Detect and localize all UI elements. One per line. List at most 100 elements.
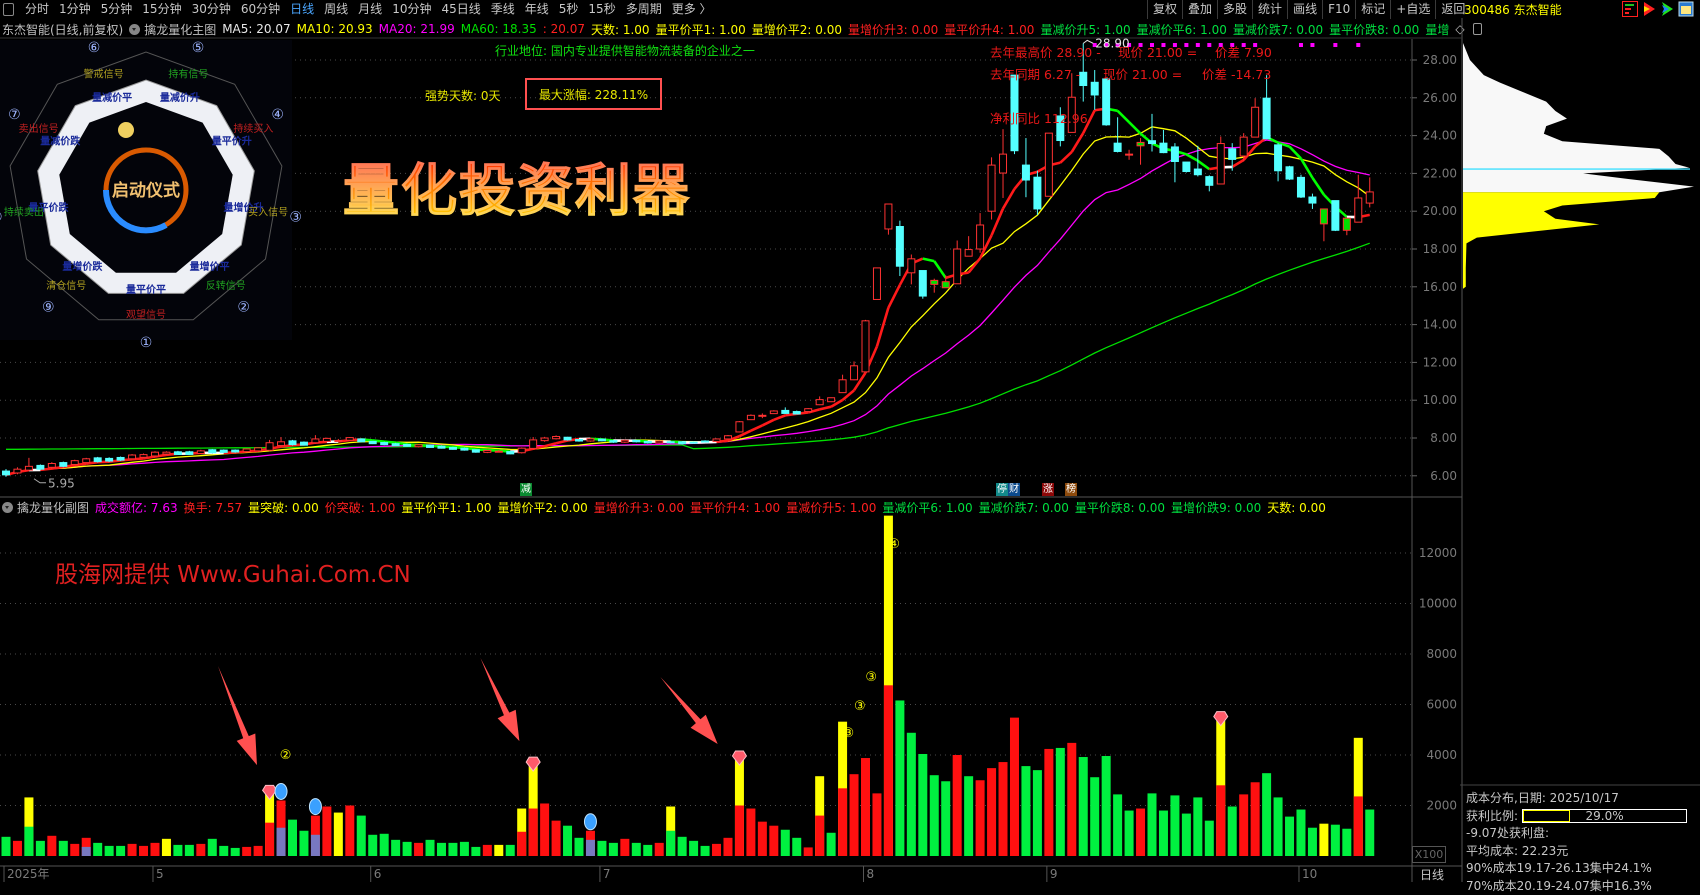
period-label[interactable]: 日线 <box>1420 866 1444 883</box>
avg-cost-text: 平均成本: 22.23元 <box>1466 843 1687 861</box>
volume-bar <box>872 793 881 856</box>
volume-bar <box>1296 810 1305 856</box>
candle-up <box>415 445 422 447</box>
event-tag[interactable]: 财 <box>1008 483 1020 496</box>
candle-up <box>25 466 32 470</box>
candle-up <box>14 469 21 473</box>
ma5-segment <box>992 209 1003 236</box>
candle-down <box>1034 177 1041 209</box>
volume-bar-lower <box>838 788 847 856</box>
ma5-segment <box>1118 111 1129 122</box>
candle-up <box>1366 192 1373 203</box>
volume-bar <box>242 847 251 856</box>
cost90-text: 90%成本19.17-26.13集中24.1% <box>1466 860 1687 878</box>
volume-tick-label: 6000 <box>1426 698 1457 712</box>
candle-down <box>702 441 709 442</box>
chip-distribution-profit <box>1463 192 1659 288</box>
volume-bar <box>1193 797 1202 856</box>
event-tag[interactable]: 涨 <box>1042 483 1054 496</box>
volume-bar <box>758 822 767 856</box>
logo-center-text: 启动仪式 <box>112 180 180 201</box>
volume-bar <box>1239 794 1248 856</box>
volume-bar <box>1067 743 1076 856</box>
ma5-segment <box>934 261 945 278</box>
net-profit-text: 净利同比 112.96 <box>990 108 1088 127</box>
ma5-segment <box>1060 152 1071 163</box>
candle-up <box>873 268 880 300</box>
price-tick-label: 28.00 <box>1423 53 1457 67</box>
signal-dot <box>1310 43 1314 47</box>
volume-bar <box>620 839 629 856</box>
volume-bar <box>93 843 102 856</box>
candle-up <box>965 250 972 257</box>
volume-bar <box>208 839 217 856</box>
candle-down <box>289 441 296 445</box>
volume-bar-lower <box>82 847 91 856</box>
price-tick-label: 14.00 <box>1423 318 1457 332</box>
volume-bar <box>781 830 790 856</box>
price-tick-label: 18.00 <box>1423 242 1457 256</box>
volume-bar <box>116 846 125 856</box>
candle-up <box>885 204 892 229</box>
candle-down <box>1080 72 1087 85</box>
event-tag[interactable]: 停 <box>996 483 1008 496</box>
volume-bar <box>987 768 996 856</box>
volume-bar <box>701 846 710 856</box>
volume-bar <box>1319 824 1328 856</box>
candle-up <box>656 441 663 443</box>
candle-down <box>610 441 617 443</box>
logo-number: ① <box>140 335 153 351</box>
volume-bar <box>1056 748 1065 856</box>
volume-bar <box>827 833 836 856</box>
logo-number: ⑥ <box>88 40 101 56</box>
event-tag[interactable]: 减 <box>520 483 532 496</box>
volume-bar <box>861 758 870 856</box>
price-tick-label: 26.00 <box>1423 91 1457 105</box>
event-tag[interactable]: 榜 <box>1065 483 1077 496</box>
volume-bar <box>895 700 904 856</box>
gem-icon <box>526 757 540 771</box>
volume-bar-lower <box>24 827 33 856</box>
volume-bar <box>1342 829 1351 856</box>
circled-number-label: ② <box>280 748 292 763</box>
candle-up <box>816 400 823 405</box>
volume-bar <box>1136 809 1145 856</box>
low-marker-arrow <box>34 479 46 483</box>
candle-up <box>48 464 55 468</box>
candle-down <box>209 450 216 453</box>
volume-bar <box>1365 810 1374 856</box>
volume-bar <box>609 843 618 856</box>
candle-down <box>392 444 399 446</box>
candle-up <box>1000 154 1007 173</box>
candle-down <box>667 442 674 443</box>
price-tick-label: 20.00 <box>1423 204 1457 218</box>
volume-bar <box>1331 825 1340 856</box>
candle-down <box>1022 165 1029 180</box>
volume-bar <box>162 839 171 856</box>
candle-down <box>1091 82 1098 95</box>
ma5-segment <box>820 407 831 410</box>
volume-bar <box>1044 749 1053 856</box>
volume-bar <box>976 780 985 856</box>
candle-up <box>255 448 262 451</box>
volume-tick-label: 4000 <box>1426 748 1457 762</box>
volume-bar <box>36 841 45 856</box>
volume-bar <box>540 803 549 856</box>
volume-bar <box>471 847 480 856</box>
logo-number: ⑤ <box>192 40 205 56</box>
volume-bar <box>173 845 182 856</box>
candle-down <box>1206 177 1213 186</box>
candle-down <box>690 442 697 443</box>
candle-down <box>1149 141 1156 144</box>
volume-tick-label: 12000 <box>1419 546 1457 560</box>
volume-bar <box>597 841 606 856</box>
price-diff-text: 价差 7.90 <box>1215 42 1272 61</box>
volume-bar <box>414 843 423 856</box>
volume-bar <box>437 843 446 856</box>
signal-dot <box>1333 43 1337 47</box>
volume-bar <box>59 841 68 856</box>
logo-number: ④ <box>271 107 284 123</box>
candle-up <box>312 439 319 443</box>
candle-down <box>679 442 686 444</box>
profit-ratio-value: 29.0% <box>1523 808 1686 826</box>
